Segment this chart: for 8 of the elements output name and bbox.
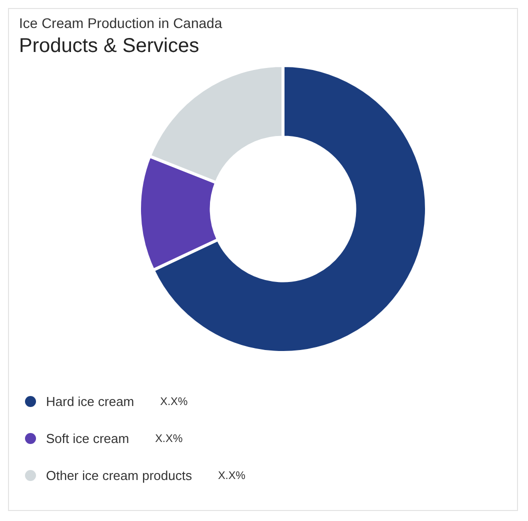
chart-title: Ice Cream Production in Canada xyxy=(19,15,224,31)
data-label: X.X% xyxy=(160,396,188,408)
chart-subtitle: Products & Services xyxy=(19,35,200,58)
legend-label: Other ice cream products xyxy=(46,468,192,483)
legend-label: Hard ice cream xyxy=(46,394,134,409)
legend-label: Soft ice cream xyxy=(46,431,130,446)
data-label: X.X% xyxy=(155,432,183,444)
data-label: X.X% xyxy=(218,470,246,482)
